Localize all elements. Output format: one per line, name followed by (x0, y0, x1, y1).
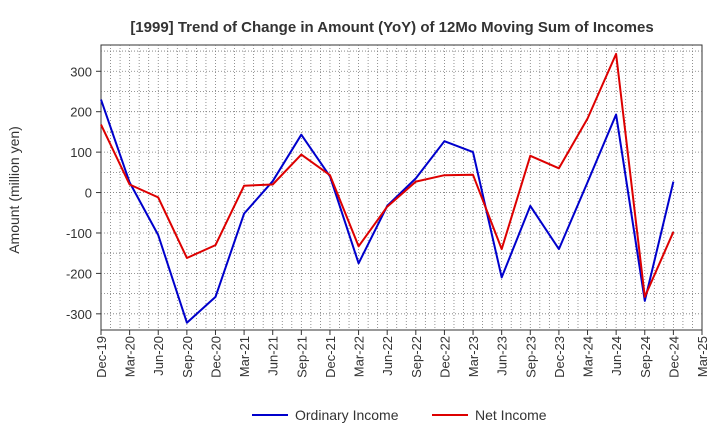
y-tick-label: -300 (66, 307, 92, 322)
y-tick-label: 100 (70, 145, 92, 160)
x-tick-label: Sep-21 (294, 336, 309, 378)
series-lines (100, 52, 675, 324)
legend-label: Ordinary Income (295, 407, 399, 423)
x-tick-label: Mar-22 (352, 336, 367, 377)
x-tick-label: Dec-21 (323, 336, 338, 378)
legend-label: Net Income (475, 407, 547, 423)
y-tick-label: 0 (85, 186, 92, 201)
x-tick-label: Mar-24 (581, 336, 596, 377)
x-tick-label: Sep-20 (180, 336, 195, 378)
chart-title: [1999] Trend of Change in Amount (YoY) o… (130, 19, 653, 36)
series-line-net-income (100, 52, 675, 298)
x-tick-label: Dec-22 (437, 336, 452, 378)
y-tick-label: -100 (66, 226, 92, 241)
x-tick-label: Jun-24 (609, 336, 624, 376)
x-tick-label: Sep-24 (638, 336, 653, 378)
x-tick-label: Dec-20 (208, 336, 223, 378)
plot-area (100, 44, 703, 331)
x-tick-label: Sep-22 (409, 336, 424, 378)
x-tick-label: Mar-23 (466, 336, 481, 377)
x-tick-label: Jun-21 (266, 336, 281, 376)
x-tick-label: Jun-20 (151, 336, 166, 376)
x-tick-label: Jun-22 (380, 336, 395, 376)
x-tick-label: Mar-21 (237, 336, 252, 377)
y-ticks: -300 -200 -100 0 100 200 300 (66, 64, 101, 322)
legend: Ordinary Income Net Income (252, 407, 547, 423)
y-tick-label: 200 (70, 105, 92, 120)
x-tick-label: Mar-25 (695, 336, 710, 377)
y-tick-label: 300 (70, 64, 92, 79)
x-ticks: Dec-19 Mar-20 Jun-20 Sep-20 Dec-20 Mar-21 Jun-… (94, 330, 710, 378)
y-axis-label: Amount (million yen) (6, 126, 22, 254)
x-tick-label: Dec-24 (666, 336, 681, 378)
x-tick-label: Sep-23 (523, 336, 538, 378)
x-tick-label: Dec-19 (94, 336, 109, 378)
x-tick-label: Mar-20 (123, 336, 138, 377)
x-tick-label: Jun-23 (495, 336, 510, 376)
y-tick-label: -200 (66, 266, 92, 281)
x-tick-label: Dec-23 (552, 336, 567, 378)
